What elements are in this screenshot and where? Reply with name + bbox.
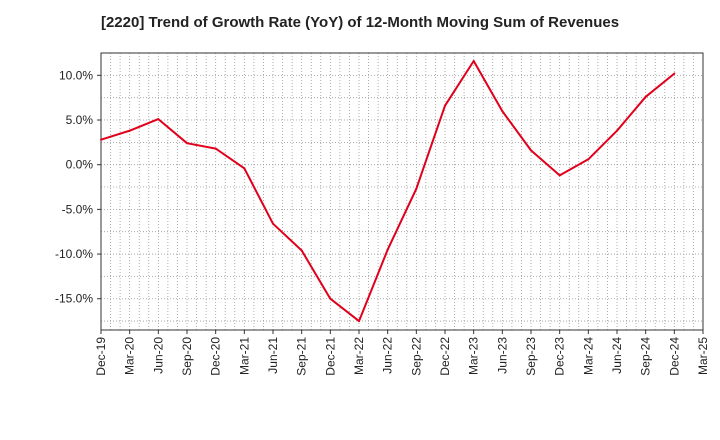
- y-axis: 10.0% 5.0% 0.0% -5.0% -10.0% -15.0%: [55, 68, 101, 306]
- x-tick-label: Jun-20: [151, 337, 165, 374]
- plot-frame: [100, 52, 704, 331]
- x-tick-label: Jun-21: [266, 337, 280, 374]
- x-tick-label: Dec-20: [209, 337, 223, 376]
- x-tick-label: Dec-24: [667, 337, 681, 376]
- data-point: [558, 174, 561, 177]
- data-point: [644, 95, 647, 98]
- x-tick-label: Sep-22: [409, 337, 423, 376]
- data-point: [214, 147, 217, 150]
- y-tick-label: -15.0%: [55, 292, 93, 306]
- x-tick-label: Dec-22: [438, 337, 452, 376]
- x-tick-label: Jun-22: [381, 337, 395, 374]
- data-point: [673, 72, 676, 75]
- x-tick-label: Mar-22: [352, 337, 366, 375]
- data-point: [530, 149, 532, 152]
- data-point: [415, 187, 418, 190]
- x-tick-label: Mar-25: [696, 337, 710, 375]
- x-tick-label: Dec-21: [323, 337, 337, 376]
- data-point: [501, 110, 504, 113]
- data-point: [100, 138, 102, 141]
- data-point: [616, 129, 618, 132]
- chart-title: [2220] Trend of Growth Rate (YoY) of 12-…: [100, 14, 620, 31]
- data-point: [272, 222, 274, 225]
- data-point: [444, 104, 446, 107]
- x-tick-label: Mar-23: [467, 337, 481, 375]
- data-point: [386, 248, 389, 251]
- data-point: [587, 158, 590, 161]
- x-tick-label: Mar-20: [123, 337, 137, 375]
- data-point: [243, 167, 246, 170]
- x-tick-label: Jun-24: [610, 337, 624, 374]
- grid-layer: [101, 52, 704, 330]
- x-tick-label: Jun-23: [495, 337, 509, 374]
- data-point: [157, 118, 160, 121]
- x-tick-label: Mar-24: [581, 337, 595, 375]
- data-point: [358, 320, 360, 323]
- x-tick-label: Dec-23: [553, 337, 567, 376]
- x-tick-label: Dec-19: [94, 337, 108, 376]
- data-point: [472, 60, 475, 63]
- x-tick-label: Mar-21: [237, 337, 251, 375]
- y-tick-label: 0.0%: [66, 158, 94, 172]
- data-point: [300, 249, 303, 252]
- data-point: [128, 129, 131, 132]
- y-tick-label: -10.0%: [55, 247, 93, 261]
- x-tick-label: Sep-21: [295, 337, 309, 376]
- x-tick-label: Sep-20: [180, 337, 194, 376]
- y-tick-label: 5.0%: [66, 113, 94, 127]
- data-point: [329, 297, 332, 300]
- series-layer: [100, 60, 676, 323]
- x-tick-label: Sep-24: [639, 337, 653, 376]
- y-tick-label: -5.0%: [62, 202, 94, 216]
- x-tick-label: Sep-23: [524, 337, 538, 376]
- y-tick-label: 10.0%: [59, 68, 93, 82]
- x-axis: Dec-19 Mar-20 Jun-20 Sep-20 Dec-20 Mar-21 Jun-…: [94, 330, 710, 376]
- data-point: [186, 142, 188, 145]
